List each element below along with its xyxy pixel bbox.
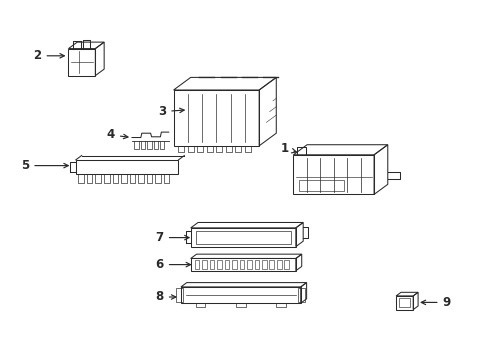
Bar bbox=[173, 90, 259, 146]
Bar bbox=[190, 228, 295, 247]
Text: 8: 8 bbox=[155, 291, 176, 303]
Bar bbox=[195, 231, 290, 244]
Bar bbox=[76, 160, 178, 174]
Text: 3: 3 bbox=[158, 105, 184, 118]
Bar bbox=[276, 260, 281, 269]
Bar bbox=[398, 298, 409, 307]
Text: 2: 2 bbox=[33, 49, 64, 62]
Bar bbox=[254, 260, 259, 269]
Bar bbox=[246, 260, 251, 269]
Text: 4: 4 bbox=[106, 129, 128, 141]
Bar bbox=[299, 180, 343, 191]
Bar bbox=[68, 49, 95, 76]
Text: 5: 5 bbox=[21, 159, 68, 172]
Bar bbox=[224, 260, 229, 269]
Bar bbox=[181, 287, 300, 303]
Bar bbox=[298, 288, 305, 302]
Bar bbox=[190, 258, 295, 271]
Bar bbox=[269, 260, 274, 269]
Bar bbox=[395, 296, 412, 310]
Bar bbox=[217, 260, 222, 269]
Text: 9: 9 bbox=[420, 296, 450, 309]
Bar bbox=[239, 260, 244, 269]
Bar bbox=[284, 260, 289, 269]
Bar bbox=[232, 260, 236, 269]
Text: 1: 1 bbox=[280, 142, 296, 155]
Bar bbox=[209, 260, 214, 269]
Bar bbox=[194, 260, 199, 269]
Bar bbox=[176, 288, 183, 302]
Text: 6: 6 bbox=[155, 258, 190, 271]
Text: 7: 7 bbox=[155, 231, 189, 244]
Bar bbox=[262, 260, 266, 269]
Bar bbox=[202, 260, 206, 269]
